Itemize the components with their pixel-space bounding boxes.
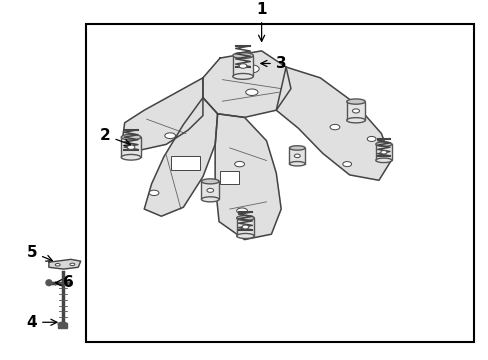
Bar <box>58 323 67 328</box>
Text: 5: 5 <box>26 245 52 261</box>
Ellipse shape <box>232 73 253 79</box>
Ellipse shape <box>239 64 246 68</box>
Ellipse shape <box>206 188 213 192</box>
Ellipse shape <box>46 280 52 285</box>
Ellipse shape <box>245 89 258 95</box>
Ellipse shape <box>346 99 365 104</box>
Ellipse shape <box>236 234 254 239</box>
Ellipse shape <box>149 190 159 195</box>
Polygon shape <box>49 259 81 269</box>
Text: 6: 6 <box>56 275 74 290</box>
Text: 4: 4 <box>26 315 57 330</box>
Ellipse shape <box>289 146 305 150</box>
Ellipse shape <box>70 263 75 266</box>
Ellipse shape <box>201 179 219 184</box>
Ellipse shape <box>352 109 359 113</box>
Ellipse shape <box>342 162 351 167</box>
Bar <box>232 55 253 76</box>
Bar <box>289 148 305 164</box>
Ellipse shape <box>346 118 365 123</box>
Ellipse shape <box>244 65 259 73</box>
Polygon shape <box>203 51 290 117</box>
Ellipse shape <box>375 142 391 147</box>
Ellipse shape <box>366 136 375 141</box>
Ellipse shape <box>242 225 248 229</box>
Ellipse shape <box>121 134 141 140</box>
Bar <box>201 181 219 199</box>
Bar <box>121 137 141 157</box>
Bar <box>375 144 391 160</box>
Ellipse shape <box>329 125 339 130</box>
Ellipse shape <box>234 161 244 167</box>
Text: 2: 2 <box>100 128 130 145</box>
Bar <box>220 171 238 184</box>
Ellipse shape <box>294 154 300 158</box>
Bar <box>236 218 254 236</box>
Bar <box>346 102 365 120</box>
Ellipse shape <box>375 158 391 163</box>
Bar <box>85 24 473 342</box>
Ellipse shape <box>55 264 60 266</box>
Polygon shape <box>144 98 217 216</box>
Ellipse shape <box>232 53 253 58</box>
Ellipse shape <box>201 197 219 202</box>
Ellipse shape <box>236 208 247 214</box>
Text: 1: 1 <box>256 2 266 41</box>
Polygon shape <box>276 67 390 180</box>
Ellipse shape <box>164 133 175 139</box>
Ellipse shape <box>58 322 67 326</box>
Text: 3: 3 <box>261 56 286 71</box>
Polygon shape <box>122 78 203 150</box>
Ellipse shape <box>127 145 135 149</box>
Ellipse shape <box>289 162 305 166</box>
Ellipse shape <box>236 216 254 221</box>
Bar <box>171 156 200 170</box>
Polygon shape <box>215 114 281 240</box>
Ellipse shape <box>380 150 386 154</box>
Ellipse shape <box>121 154 141 160</box>
